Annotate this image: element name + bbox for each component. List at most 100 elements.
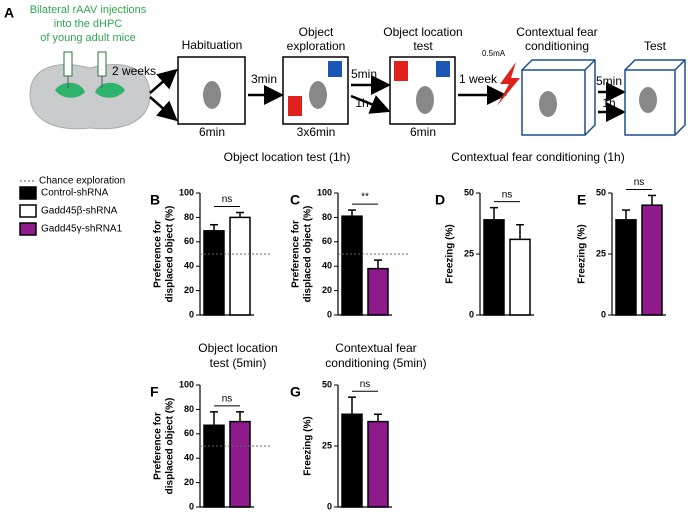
- panel-letter: B: [150, 192, 160, 208]
- significance-label: **: [361, 192, 369, 203]
- bar: [229, 216, 251, 316]
- chart-title: test (5min): [210, 356, 267, 370]
- protocol-diagram: A Bilateral rAAV injections into the dHP…: [4, 4, 686, 139]
- cage: [624, 69, 676, 136]
- legend-swatch: [19, 222, 37, 236]
- stage-title: exploration: [287, 39, 346, 53]
- significance-label: ns: [502, 189, 513, 200]
- syringe: [97, 51, 107, 77]
- delay-label: 1h: [355, 96, 368, 110]
- y-axis-label: Freezing (%): [445, 224, 456, 283]
- stage-title: conditioning: [525, 39, 589, 53]
- y-axis-label: displaced object (%): [165, 398, 176, 495]
- duration: 6min: [199, 125, 225, 139]
- y-axis-label: displaced object (%): [303, 206, 314, 303]
- y-tick-label: 100: [179, 187, 194, 197]
- panel-letter: E: [577, 192, 586, 208]
- delay-label: 5min: [351, 67, 377, 81]
- chart-title: Object location: [198, 341, 277, 355]
- y-tick-label: 80: [184, 212, 194, 222]
- y-tick-label: 0: [189, 501, 194, 511]
- hippocampus: [55, 82, 85, 98]
- delay-label: 5min: [596, 74, 622, 88]
- y-tick-label: 80: [184, 404, 194, 414]
- y-axis-label: Preference for: [153, 412, 164, 480]
- injection-label: of young adult mice: [40, 32, 135, 44]
- y-tick-label: 0: [189, 309, 194, 319]
- bar: [203, 230, 225, 316]
- section-heading: Contextual fear conditioning (1h): [451, 150, 624, 164]
- object: [288, 96, 302, 116]
- stage-title: Contextual fear: [516, 25, 597, 39]
- y-tick-label: 50: [322, 379, 332, 389]
- bar: [229, 420, 251, 508]
- arena: [177, 56, 246, 125]
- mouse: [203, 81, 221, 109]
- significance-label: ns: [222, 393, 233, 404]
- legend-label: Gadd45β-shRNA: [41, 206, 118, 217]
- bar: [615, 219, 637, 316]
- y-tick-label: 60: [184, 428, 194, 438]
- mouse: [539, 91, 557, 117]
- bar: [367, 267, 389, 316]
- mouse: [416, 86, 434, 114]
- y-tick-label: 20: [322, 285, 332, 295]
- significance-label: ns: [634, 177, 645, 188]
- y-axis-label: displaced object (%): [165, 206, 176, 303]
- stage-title: Object location: [383, 25, 462, 39]
- mouse: [309, 81, 327, 109]
- cage: [521, 59, 596, 136]
- legend-label: Chance exploration: [39, 176, 125, 187]
- y-tick-label: 0: [327, 309, 332, 319]
- injection-label: into the dHPC: [54, 18, 123, 30]
- y-tick-label: 40: [184, 261, 194, 271]
- bar: [509, 238, 531, 316]
- y-tick-label: 40: [322, 261, 332, 271]
- y-tick-label: 0: [327, 501, 332, 511]
- panel-letter: F: [150, 384, 159, 400]
- panel-letter: D: [435, 192, 445, 208]
- y-tick-label: 20: [184, 477, 194, 487]
- stage-title: Test: [644, 39, 667, 53]
- y-axis-label: Preference for: [291, 220, 302, 288]
- panel-letter: C: [290, 192, 300, 208]
- syringe: [63, 51, 73, 77]
- y-tick-label: 25: [464, 248, 474, 258]
- y-tick-label: 100: [179, 379, 194, 389]
- section-heading: Object location test (1h): [224, 150, 351, 164]
- injection-label: Bilateral rAAV injections: [30, 4, 147, 16]
- legend-label: Gadd45γ-shRNA1: [41, 224, 123, 235]
- y-axis-label: Freezing (%): [303, 416, 314, 475]
- panel-letter: A: [4, 5, 14, 21]
- y-tick-label: 80: [322, 212, 332, 222]
- arrow: [149, 96, 178, 122]
- legend-swatch: [19, 204, 37, 218]
- y-tick-label: 50: [464, 187, 474, 197]
- y-axis-label: Preference for: [153, 220, 164, 288]
- bar: [641, 204, 663, 316]
- duration: 3x6min: [297, 125, 336, 139]
- bar: [483, 219, 505, 316]
- significance-label: ns: [360, 379, 371, 390]
- y-tick-label: 50: [596, 187, 606, 197]
- bar: [341, 215, 363, 316]
- y-tick-label: 25: [322, 440, 332, 450]
- arrow: [149, 68, 178, 94]
- y-tick-label: 100: [317, 187, 332, 197]
- y-tick-label: 0: [601, 309, 606, 319]
- delay-label: 3min: [251, 72, 277, 86]
- y-tick-label: 60: [184, 236, 194, 246]
- y-axis-label: Freezing (%): [577, 224, 588, 283]
- legend: Chance exploration Control-shRNA Gadd45β-…: [19, 176, 125, 236]
- delay-label: 1 week: [459, 72, 498, 86]
- legend-label: Control-shRNA: [41, 188, 109, 199]
- chart-title: conditioning (5min): [325, 356, 426, 370]
- y-tick-label: 40: [184, 453, 194, 463]
- bar: [203, 424, 225, 508]
- cage: [521, 69, 586, 136]
- object: [328, 61, 342, 77]
- object: [394, 61, 408, 81]
- delay-label: 1h: [602, 96, 615, 110]
